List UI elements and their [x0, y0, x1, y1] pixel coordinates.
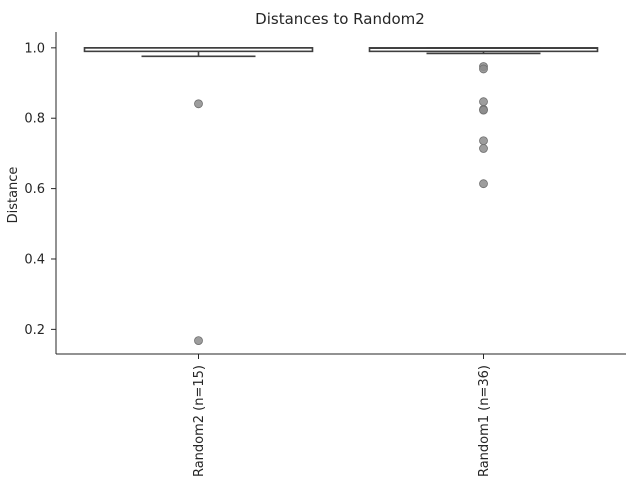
- outlier-point: [194, 99, 203, 109]
- outlier-point: [479, 105, 488, 115]
- box-1: [368, 47, 599, 189]
- y-axis-ticks: 0.2 0.4 0.6 0.8 1.0: [24, 41, 56, 338]
- y-tick-label: 0.4: [24, 252, 45, 267]
- x-axis-ticks: Random2 (n=15) Random1 (n=36): [192, 354, 492, 477]
- y-tick-label: 0.6: [24, 182, 45, 197]
- outlier-point: [479, 97, 488, 107]
- x-tick-label: Random1 (n=36): [477, 365, 492, 477]
- chart-title: Distances to Random2: [255, 10, 425, 28]
- outlier-point: [479, 136, 488, 146]
- y-tick-label: 0.8: [24, 112, 45, 127]
- x-tick-label: Random2 (n=15): [192, 365, 207, 477]
- outlier-point: [194, 336, 203, 346]
- box-group: [83, 47, 599, 346]
- outlier-point: [479, 179, 488, 189]
- y-tick-label: 0.2: [24, 323, 45, 338]
- outlier-point: [479, 144, 488, 153]
- outlier-point: [479, 64, 488, 74]
- y-axis-label: Distance: [6, 167, 21, 224]
- box-0: [83, 47, 314, 346]
- y-tick-label: 1.0: [24, 41, 45, 56]
